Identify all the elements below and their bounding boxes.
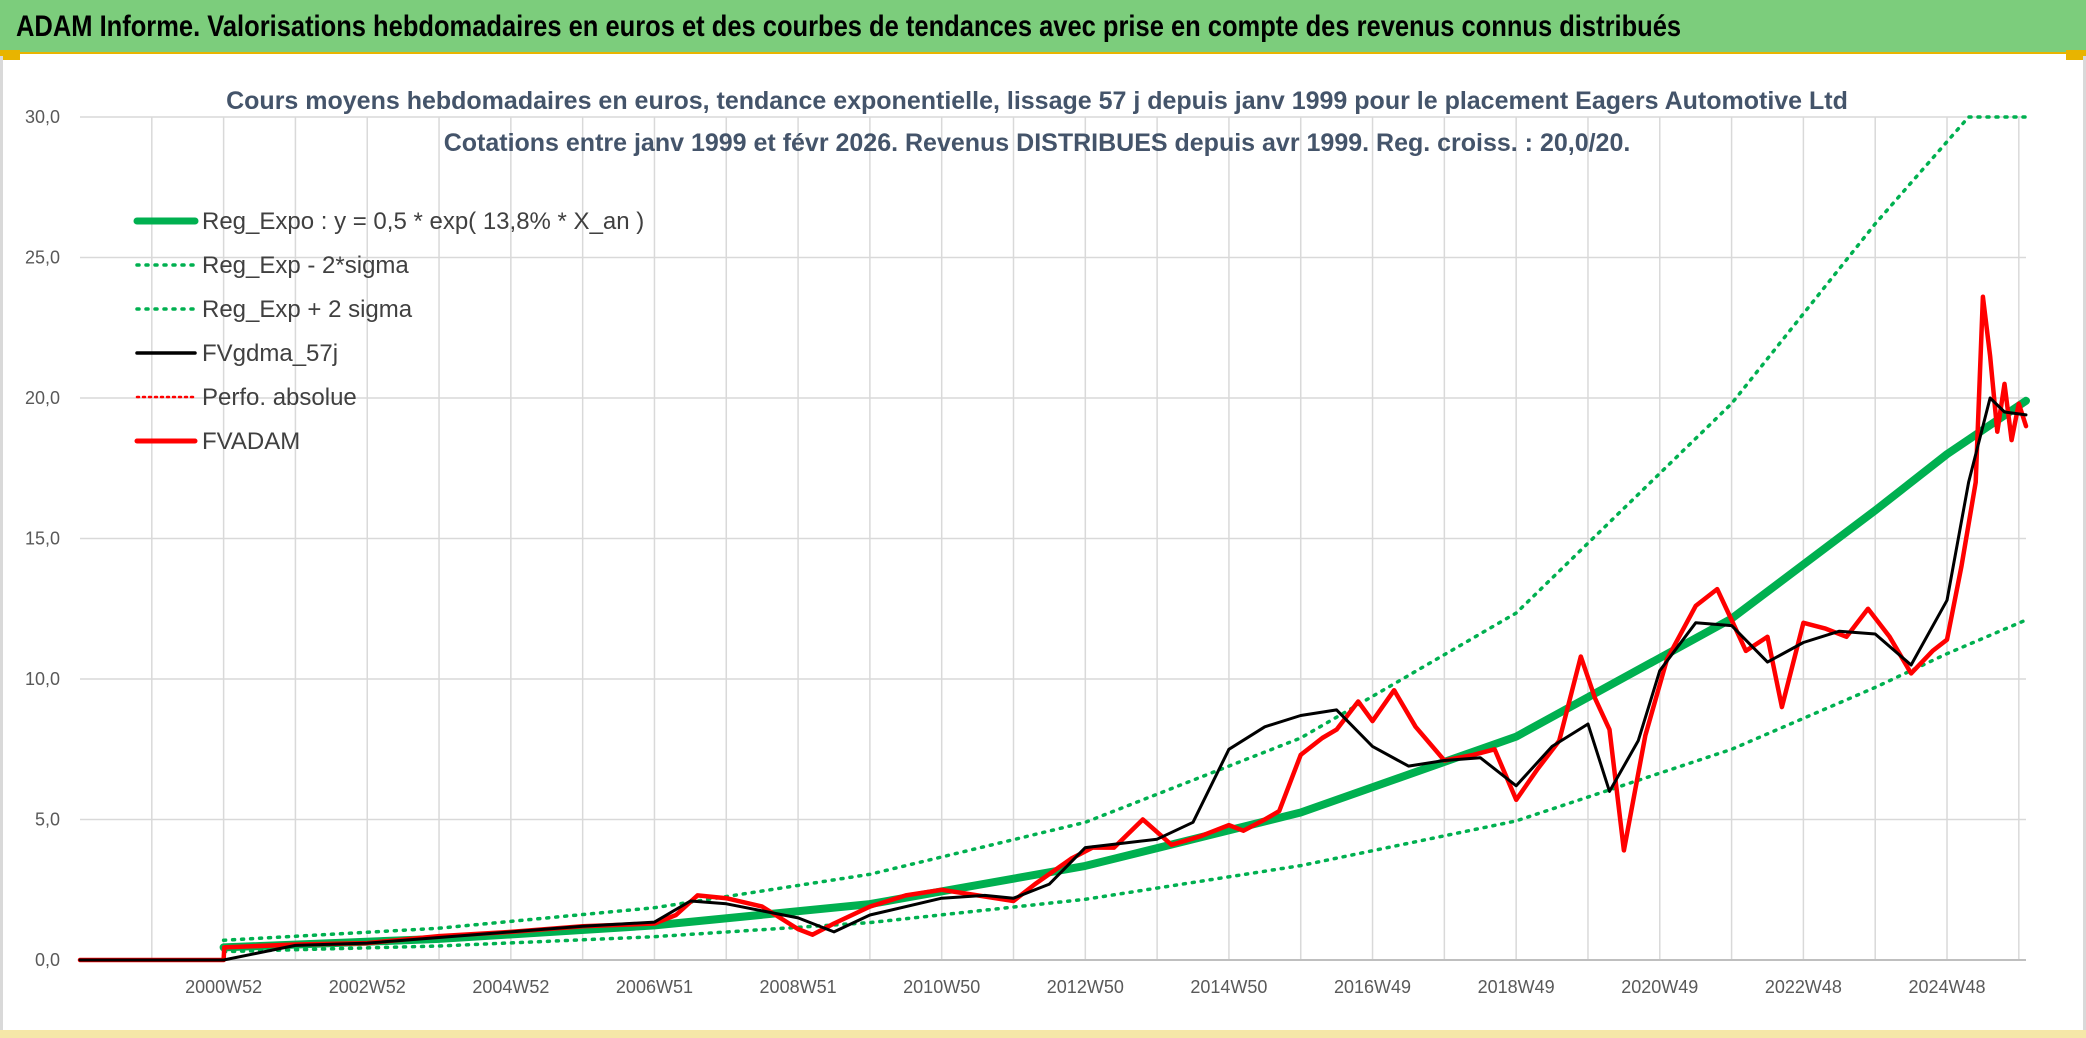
- legend-label-reg-expo: Reg_Expo : y = 0,5 * exp( 13,8% * X_an ): [202, 208, 644, 235]
- y-tick-label: 15,0: [25, 529, 60, 549]
- legend-label-fvadam: FVADAM: [202, 428, 300, 455]
- bottom-bar: [0, 1030, 2086, 1038]
- reg-plus-line: [221, 115, 2028, 943]
- reg-minus-line: [221, 618, 2028, 954]
- fvgdma-line: [78, 396, 2028, 962]
- fvadam-line: [77, 294, 2029, 963]
- x-tick-label: 2016W49: [1334, 977, 1411, 997]
- chart-title: Cours moyens hebdomadaires en euros, ten…: [226, 87, 1848, 115]
- y-tick-label: 0,0: [35, 950, 60, 970]
- axis-ticks: 0,0 5,0 10,0 15,0 20,0 25,0 30,0 2000W52 2002W52…: [25, 107, 1986, 997]
- legend: Reg_Expo : y = 0,5 * exp( 13,8% * X_an )…: [133, 208, 644, 455]
- reg-expo-line: [219, 396, 2030, 952]
- x-tick-label: 2000W52: [185, 977, 262, 997]
- banner-corner-right: [2066, 50, 2086, 60]
- y-tick-label: 25,0: [25, 248, 60, 268]
- legend-label-fvgdma: FVgdma_57j: [202, 340, 338, 367]
- legend-label-reg-minus: Reg_Exp - 2*sigma: [202, 252, 409, 279]
- series-lines: [77, 115, 2030, 963]
- legend-label-perfo: Perfo. absolue: [202, 384, 357, 411]
- x-tick-label: 2004W52: [472, 977, 549, 997]
- report-title: ADAM Informe. Valorisations hebdomadaire…: [16, 10, 1682, 43]
- grid-lines: [80, 116, 2026, 961]
- x-tick-label: 2014W50: [1190, 977, 1267, 997]
- x-tick-label: 2002W52: [329, 977, 406, 997]
- y-tick-label: 20,0: [25, 388, 60, 408]
- y-tick-label: 30,0: [25, 107, 60, 127]
- report-banner: ADAM Informe. Valorisations hebdomadaire…: [0, 0, 2086, 54]
- banner-corner-left: [0, 50, 20, 60]
- x-tick-label: 2010W50: [903, 977, 980, 997]
- x-tick-label: 2024W48: [1908, 977, 1985, 997]
- x-tick-label: 2020W49: [1621, 977, 1698, 997]
- chart-frame: [0, 56, 2086, 1038]
- x-tick-label: 2018W49: [1478, 977, 1555, 997]
- chart-subtitle: Cotations entre janv 1999 et févr 2026. …: [444, 129, 1631, 157]
- x-tick-label: 2022W48: [1765, 977, 1842, 997]
- x-tick-label: 2012W50: [1047, 977, 1124, 997]
- y-tick-label: 5,0: [35, 810, 60, 830]
- y-tick-label: 10,0: [25, 669, 60, 689]
- x-tick-label: 2006W51: [616, 977, 693, 997]
- legend-label-reg-plus: Reg_Exp + 2 sigma: [202, 296, 413, 323]
- x-tick-label: 2008W51: [760, 977, 837, 997]
